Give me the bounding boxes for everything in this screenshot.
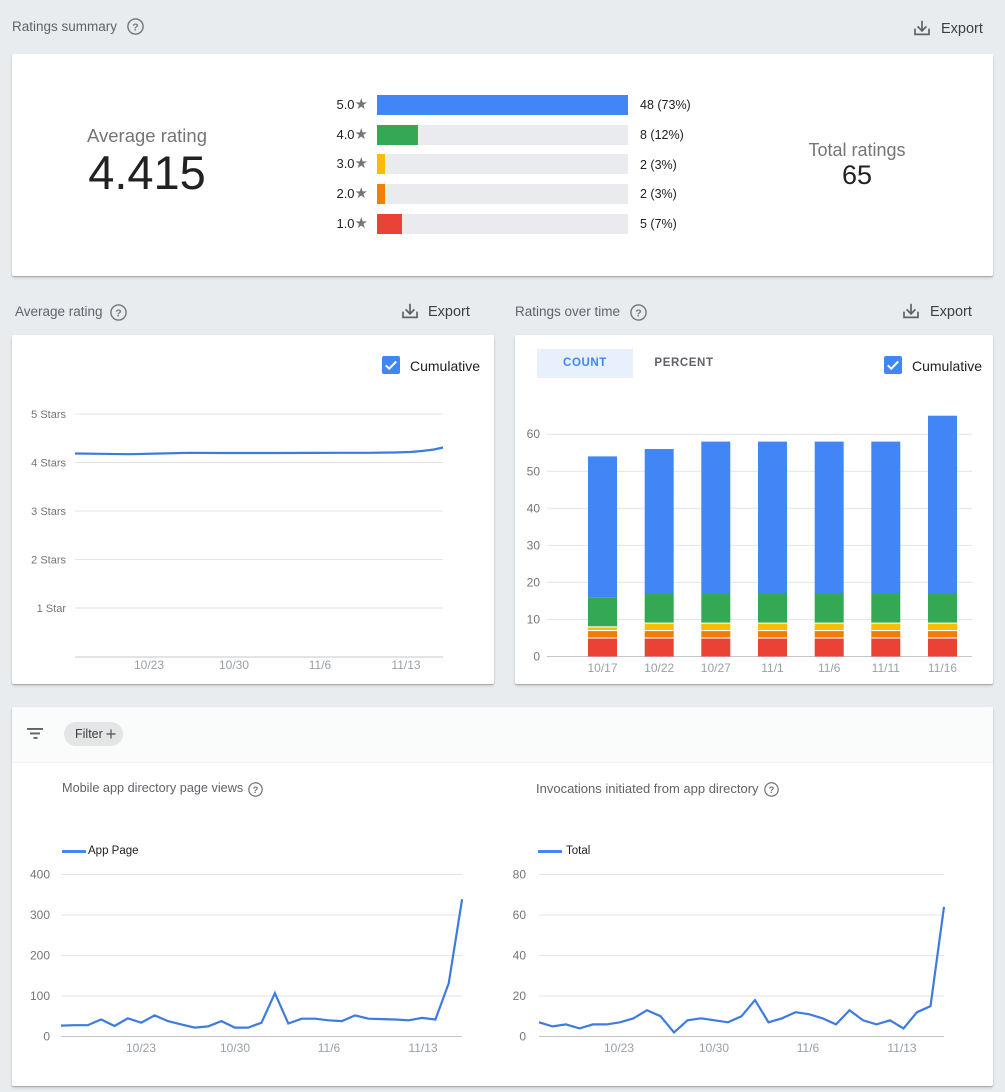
svg-text:20: 20 — [527, 575, 541, 589]
svg-text:10/23: 10/23 — [126, 1041, 156, 1055]
svg-text:?: ? — [635, 307, 641, 319]
svg-text:10/30: 10/30 — [219, 658, 249, 672]
svg-text:40: 40 — [527, 501, 541, 515]
svg-text:11/6: 11/6 — [318, 1041, 341, 1055]
svg-text:400: 400 — [30, 868, 50, 882]
svg-text:10: 10 — [527, 613, 541, 627]
svg-text:10/23: 10/23 — [604, 1041, 634, 1055]
svg-text:11/11: 11/11 — [872, 661, 901, 675]
svg-text:?: ? — [253, 785, 259, 795]
svg-text:10/27: 10/27 — [701, 661, 731, 675]
svg-text:10/22: 10/22 — [644, 661, 674, 675]
svg-text:40: 40 — [513, 949, 527, 963]
svg-text:11/6: 11/6 — [309, 658, 332, 672]
svg-text:11/6: 11/6 — [797, 1041, 820, 1055]
svg-text:?: ? — [132, 21, 138, 33]
svg-text:11/13: 11/13 — [408, 1041, 437, 1055]
svg-text:50: 50 — [527, 464, 541, 478]
svg-text:60: 60 — [527, 427, 541, 441]
svg-text:60: 60 — [513, 908, 527, 922]
svg-text:0: 0 — [43, 1030, 50, 1044]
svg-text:11/13: 11/13 — [887, 1041, 916, 1055]
svg-text:200: 200 — [30, 949, 50, 963]
svg-text:10/30: 10/30 — [220, 1041, 250, 1055]
svg-text:10/17: 10/17 — [587, 661, 617, 675]
svg-text:4 Stars: 4 Stars — [31, 458, 66, 470]
svg-text:0: 0 — [533, 650, 540, 664]
svg-text:1 Star: 1 Star — [37, 603, 67, 615]
svg-text:20: 20 — [513, 989, 527, 1003]
svg-text:?: ? — [769, 785, 775, 795]
svg-text:2 Stars: 2 Stars — [31, 555, 66, 567]
svg-text:5 Stars: 5 Stars — [31, 409, 66, 421]
svg-text:300: 300 — [30, 908, 50, 922]
svg-text:30: 30 — [527, 538, 541, 552]
svg-text:100: 100 — [30, 989, 50, 1003]
svg-text:11/1: 11/1 — [761, 661, 784, 675]
svg-text:0: 0 — [519, 1030, 526, 1044]
svg-text:11/6: 11/6 — [818, 661, 841, 675]
svg-text:80: 80 — [513, 868, 527, 882]
svg-text:10/30: 10/30 — [699, 1041, 729, 1055]
svg-text:11/16: 11/16 — [928, 661, 957, 675]
svg-text:11/13: 11/13 — [391, 658, 420, 672]
svg-text:10/23: 10/23 — [134, 658, 164, 672]
svg-text:3 Stars: 3 Stars — [31, 506, 66, 518]
svg-text:?: ? — [115, 307, 121, 319]
